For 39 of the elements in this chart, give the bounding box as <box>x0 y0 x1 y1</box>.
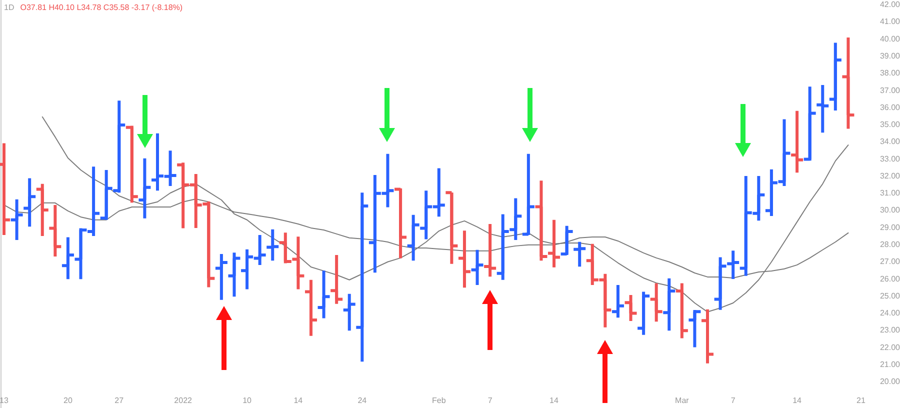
x-tick-label: 27 <box>114 396 124 406</box>
y-tick-label: 41.00 <box>880 17 900 26</box>
y-tick-label: 20.00 <box>880 377 900 386</box>
y-tick-label: 38.00 <box>880 68 900 78</box>
x-tick-label: Mar <box>675 396 690 406</box>
x-tick-label: 21 <box>856 396 866 406</box>
y-tick-label: 26.00 <box>880 274 900 284</box>
y-tick-label: 27.00 <box>880 257 900 266</box>
x-tick-label: 13 <box>0 396 9 406</box>
y-tick-label: 24.00 <box>880 308 900 318</box>
y-tick-label: 37.00 <box>880 86 900 95</box>
y-tick-label: 23.00 <box>880 326 900 335</box>
y-tick-label: 30.00 <box>880 206 900 215</box>
chart-title: 1D <box>4 3 14 12</box>
y-tick-label: 21.00 <box>880 360 900 369</box>
y-tick-label: 28.00 <box>880 240 900 250</box>
y-tick-label: 22.00 <box>880 342 900 352</box>
x-tick-label: 7 <box>730 396 736 406</box>
y-tick-label: 40.00 <box>880 34 900 44</box>
x-tick-label: 10 <box>242 396 252 406</box>
y-tick-label: 32.00 <box>880 171 900 180</box>
x-tick-label: 24 <box>358 396 368 406</box>
chart-subtitle: O37.81 H40.10 L34.78 C35.58 -3.17 (-8.18%) <box>20 3 183 12</box>
y-tick-label: 35.00 <box>880 120 900 130</box>
x-tick-label: 7 <box>488 396 493 406</box>
x-tick-label: 2022 <box>174 396 193 406</box>
y-tick-label: 25.00 <box>880 291 900 300</box>
x-tick-label: Feb <box>432 396 446 406</box>
y-tick-label: 36.00 <box>880 102 900 112</box>
y-tick-label: 34.00 <box>880 137 900 146</box>
x-tick-label: 14 <box>550 396 560 406</box>
y-tick-label: 31.00 <box>880 188 900 198</box>
x-tick-label: 20 <box>64 396 73 406</box>
y-tick-label: 42.00 <box>880 0 900 10</box>
x-tick-label: 14 <box>294 396 304 406</box>
x-tick-label: 14 <box>792 396 802 406</box>
y-tick-label: 39.00 <box>880 52 900 61</box>
y-tick-label: 29.00 <box>880 222 900 232</box>
y-tick-label: 33.00 <box>880 154 900 164</box>
